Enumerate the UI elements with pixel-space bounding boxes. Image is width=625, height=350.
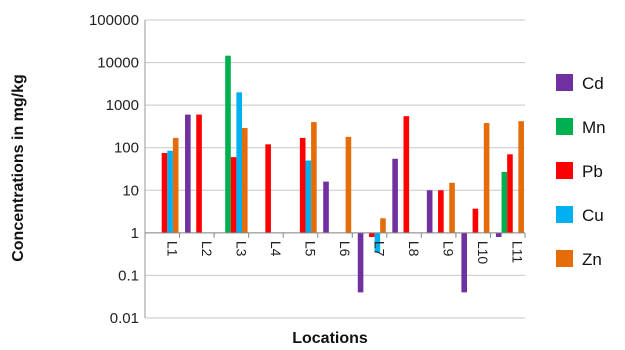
x-category-label: L7 [372, 241, 388, 257]
y-axis-title: Concentrations in mg/kg [10, 74, 27, 262]
legend-item-pb: Pb [556, 162, 603, 181]
x-category-label: L3 [233, 241, 249, 257]
bar-zn-l11 [518, 121, 524, 233]
bar-zn-l10 [483, 123, 490, 233]
y-tick-label: 0.01 [110, 310, 139, 327]
bar-zn-l6 [345, 136, 352, 233]
x-category-label: L10 [475, 241, 491, 265]
bar-zn-l7 [380, 218, 386, 233]
gridlines [145, 19, 525, 319]
bar-cu-l3 [236, 92, 242, 233]
legend: Cd Mn Pb Cu Zn [556, 74, 606, 269]
bar-pb-l1 [161, 153, 168, 233]
bar-cd-l10 [461, 232, 468, 293]
legend-swatch [556, 118, 573, 135]
bar-cd-l2 [185, 114, 191, 233]
legend-swatch [556, 74, 573, 91]
bars [161, 55, 524, 293]
x-axis-title: Locations [292, 330, 368, 347]
legend-item-cu: Cu [556, 206, 604, 225]
legend-label: Pb [582, 162, 603, 181]
x-category-label: L9 [441, 241, 457, 257]
bar-zn-l5 [311, 122, 317, 233]
x-category-label: L2 [199, 241, 215, 257]
x-category-label: L6 [337, 241, 353, 257]
bar-pb-l9 [438, 190, 444, 233]
bar-mn-l11 [501, 171, 508, 233]
y-tick-label: 1000 [106, 97, 139, 114]
bar-pb-l3 [230, 157, 237, 233]
bar-cu-l1 [167, 150, 173, 233]
legend-swatch [556, 206, 573, 223]
bar-cd-l8 [392, 158, 398, 233]
bar-mn-l3 [225, 55, 231, 233]
legend-item-zn: Zn [556, 250, 602, 269]
legend-label: Zn [582, 250, 602, 269]
legend-label: Mn [582, 118, 606, 137]
y-tick-label: 1 [131, 225, 139, 242]
y-tick-labels: 0.01 0.1 1 10 100 1000 10000 100000 [89, 12, 139, 327]
x-category-label: L4 [268, 241, 284, 257]
y-tick-label: 100 [114, 140, 139, 157]
legend-swatch [556, 162, 573, 179]
legend-item-mn: Mn [556, 118, 606, 137]
bar-pb-l4 [265, 144, 271, 233]
bar-zn-l3 [241, 128, 248, 233]
y-tick-label: 10000 [97, 55, 139, 72]
bar-cu-l7 [374, 232, 381, 253]
y-tick-label: 0.1 [118, 267, 139, 284]
legend-swatch [556, 250, 573, 267]
y-tick-label: 10 [122, 182, 139, 199]
bar-cd-l9 [426, 190, 433, 233]
x-category-labels: L1 L2 L3 L4 L5 L6 L7 L8 L9 L10 L11 [164, 241, 525, 265]
bar-zn-l9 [449, 182, 455, 233]
x-category-label: L5 [302, 241, 318, 257]
bar-cu-l5 [305, 160, 312, 233]
x-category-label: L1 [164, 241, 180, 257]
bar-pb-l11 [507, 154, 513, 233]
bar-pb-l2 [196, 114, 202, 233]
bar-cd-l7 [357, 232, 364, 293]
y-tick-label: 100000 [89, 12, 139, 29]
bar-cd-l6 [323, 181, 329, 233]
legend-item-cd: Cd [556, 74, 604, 93]
axes [144, 20, 526, 318]
legend-label: Cu [582, 206, 604, 225]
bar-pb-l7 [368, 232, 375, 237]
bar-pb-l8 [403, 116, 410, 233]
bar-pb-l10 [472, 208, 479, 233]
x-category-label: L8 [406, 241, 422, 257]
bar-pb-l5 [299, 137, 306, 233]
bar-cd-l11 [495, 232, 502, 237]
bar-zn-l1 [172, 137, 179, 233]
x-category-label: L11 [510, 241, 526, 264]
legend-label: Cd [582, 74, 604, 93]
